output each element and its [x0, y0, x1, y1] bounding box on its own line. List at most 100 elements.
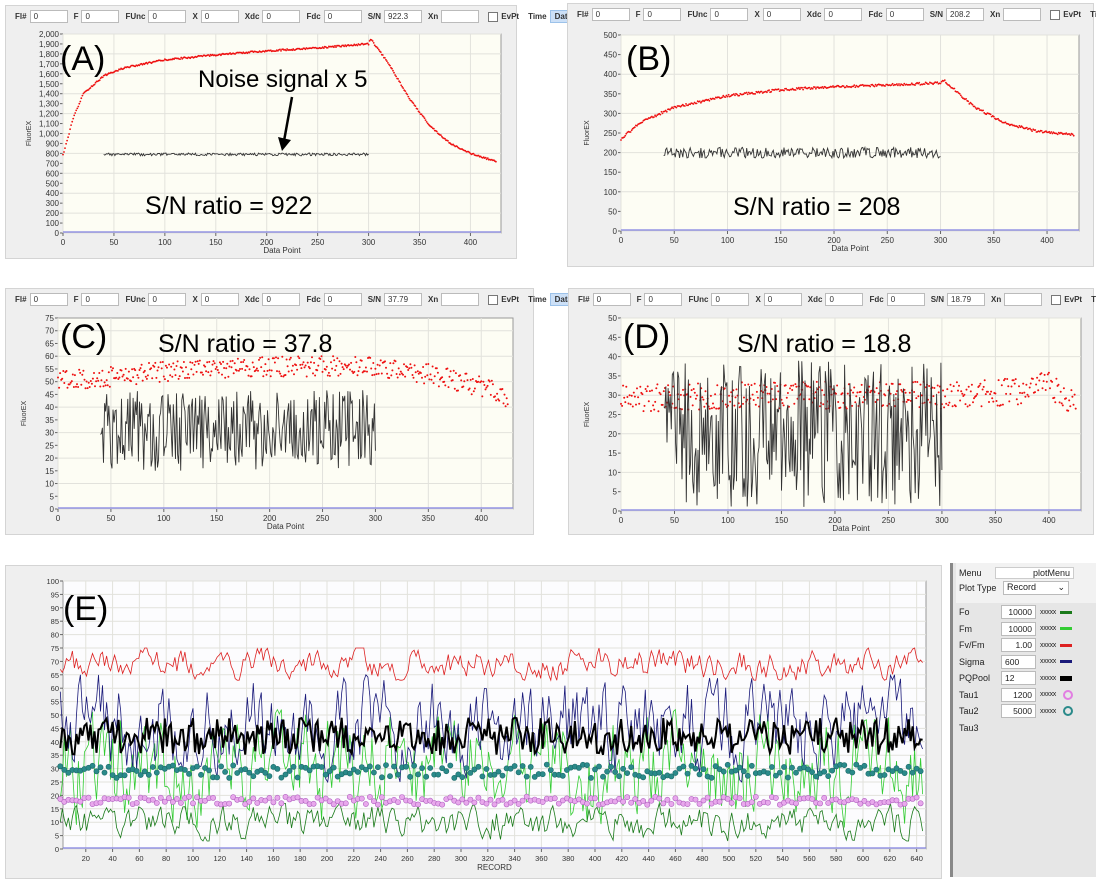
field-input[interactable]: 0 — [643, 8, 682, 21]
field-label: F — [73, 12, 79, 21]
field-input[interactable]: 0 — [592, 293, 631, 306]
series-signal-point — [139, 63, 142, 65]
field-input[interactable]: 0 — [762, 8, 801, 21]
series-tau2-point — [712, 763, 719, 770]
field-input[interactable]: 0 — [824, 8, 863, 21]
series-signal-point — [486, 157, 489, 160]
series-signal-point — [479, 155, 482, 158]
legend-value-input[interactable]: 1.00 — [1001, 638, 1036, 652]
time-button[interactable]: Time — [1091, 295, 1096, 304]
sn-field[interactable]: 37.79 — [384, 293, 423, 306]
xn-field[interactable] — [441, 293, 480, 306]
sn-field[interactable]: 18.79 — [947, 293, 986, 306]
field-input[interactable]: 0 — [148, 293, 187, 306]
sn-field[interactable]: 922.3 — [384, 10, 423, 23]
field-input[interactable]: 0 — [323, 10, 362, 23]
series-signal-point — [1068, 133, 1071, 135]
field-input[interactable]: 0 — [81, 10, 120, 23]
field-input[interactable]: 0 — [885, 8, 924, 21]
series-signal-point — [374, 367, 377, 370]
series-signal-point — [1010, 385, 1013, 388]
legend-value-input[interactable]: 10000 — [1001, 621, 1036, 636]
series-signal-point — [803, 86, 806, 89]
series-signal-point — [704, 390, 707, 393]
series-signal-point — [1043, 373, 1046, 376]
series-signal-point — [701, 100, 703, 103]
series-tau2-point — [306, 767, 313, 774]
field-input[interactable]: 0 — [262, 293, 301, 306]
menu-input[interactable]: plotMenu — [995, 567, 1074, 579]
series-signal-point — [641, 393, 644, 396]
series-signal-point — [739, 405, 742, 408]
field-input[interactable]: 0 — [81, 293, 120, 306]
field-input[interactable]: 0 — [200, 10, 239, 23]
series-tau2-point — [479, 773, 486, 780]
series-signal-point — [783, 89, 785, 92]
series-signal-point — [139, 367, 142, 370]
evpt-checkbox[interactable] — [1051, 294, 1062, 305]
field-input[interactable]: 0 — [29, 293, 68, 306]
series-signal-point — [913, 83, 915, 86]
field-input[interactable]: 0 — [200, 293, 239, 306]
x-tick-label: 640 — [910, 854, 923, 863]
series-signal-point — [795, 385, 798, 388]
series-signal-point — [481, 157, 484, 159]
series-signal-point — [476, 381, 478, 384]
series-tau2-point — [242, 766, 249, 773]
xn-field[interactable] — [441, 10, 480, 23]
series-tau2-point — [748, 762, 755, 769]
time-button[interactable]: Time — [528, 295, 547, 304]
field-input[interactable]: 0 — [148, 10, 187, 23]
field-input[interactable]: 0 — [644, 293, 683, 306]
series-signal-point — [81, 373, 84, 376]
field-input[interactable]: 0 — [591, 8, 630, 21]
sn-field[interactable]: 208.2 — [946, 8, 985, 21]
series-signal-point — [449, 370, 452, 373]
field-input[interactable]: 0 — [29, 10, 68, 23]
field-input[interactable]: 0 — [710, 8, 749, 21]
series-signal-point — [792, 88, 795, 91]
series-signal-point — [447, 386, 450, 389]
series-signal-point — [907, 399, 910, 401]
evpt-checkbox[interactable] — [488, 11, 499, 22]
series-tau1-point — [877, 799, 884, 806]
plot-type-select[interactable]: Record ⌄ — [1003, 581, 1069, 595]
evpt-checkbox[interactable] — [488, 294, 499, 305]
series-signal-point — [64, 147, 66, 150]
field-input[interactable]: 0 — [262, 10, 301, 23]
legend-value-input[interactable]: 1200 — [1001, 687, 1036, 702]
series-signal-point — [1058, 401, 1061, 404]
series-signal-point — [886, 404, 889, 407]
evpt-checkbox[interactable] — [1050, 9, 1061, 20]
series-signal-point — [904, 391, 907, 394]
time-button[interactable]: Time — [1090, 10, 1096, 19]
field-input[interactable]: 0 — [711, 293, 750, 306]
series-signal-point — [831, 388, 834, 391]
series-signal-point — [335, 364, 338, 367]
legend-value-input[interactable]: 600 — [1001, 654, 1036, 669]
field-input[interactable]: 0 — [825, 293, 864, 306]
series-signal-point — [461, 148, 464, 151]
series-signal-point — [119, 68, 121, 71]
series-tau2-point — [137, 772, 144, 778]
series-signal-point — [137, 64, 140, 66]
legend-value-input[interactable]: 12 — [1001, 671, 1036, 685]
series-signal-point — [455, 145, 458, 147]
series-signal-point — [749, 92, 751, 95]
field-input[interactable]: 0 — [323, 293, 362, 306]
time-button[interactable]: Time — [528, 12, 547, 21]
field-input[interactable]: 0 — [763, 293, 802, 306]
field-input[interactable]: 0 — [886, 293, 925, 306]
series-tau1-point — [740, 801, 747, 807]
series-tau2-point — [897, 767, 904, 774]
series-signal-point — [329, 45, 331, 48]
series-signal-point — [257, 369, 259, 372]
series-signal-point — [244, 369, 247, 372]
xn-field[interactable] — [1003, 8, 1042, 21]
legend-value-input[interactable]: 5000 — [1001, 704, 1036, 718]
series-signal-point — [743, 92, 746, 94]
xn-field[interactable] — [1004, 293, 1043, 306]
legend-value-input[interactable]: 10000 — [1001, 605, 1036, 619]
series-tau1-point — [181, 795, 188, 801]
x-tick-label: 380 — [562, 854, 575, 863]
